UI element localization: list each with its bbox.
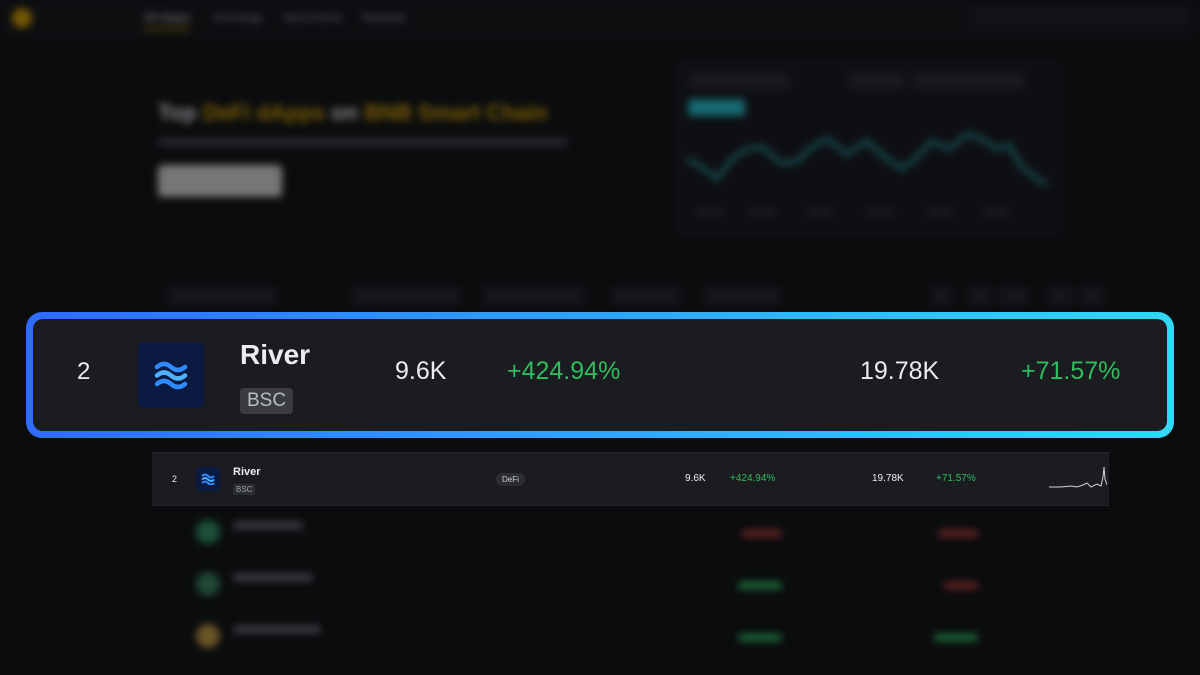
new-listings-toggle[interactable] [612,286,682,306]
users-change: +424.94% [730,473,776,484]
page-title: Top DeFi dApps on BNB Smart Chain [158,100,548,126]
page-subtitle [158,138,568,146]
highlight-users-change: +424.94% [507,357,621,385]
row-rank: 2 [172,474,178,484]
table-row[interactable] [152,506,1109,558]
table-search-input[interactable] [166,286,276,306]
project-name [233,626,321,633]
highlight-rank: 2 [77,358,91,385]
overview-chart-card: ▆▆▆▆ [676,62,1062,234]
x-tick [867,209,893,215]
nav-rewards[interactable]: Rewards [362,12,406,24]
chain-select[interactable] [352,286,460,306]
highlight-transactions-change: +71.57% [1021,357,1121,385]
period-toggle[interactable] [913,73,1025,89]
nav-all-dapps[interactable]: All dApps [144,12,191,30]
table-filters [156,284,1106,308]
brand-logo-icon [12,8,32,28]
x-tick [697,209,723,215]
x-tick [983,209,1009,215]
project-icon [196,520,220,544]
users-change [738,634,782,641]
trend-sparkline [1049,466,1107,488]
project-icon [196,572,220,596]
view-list-toggle[interactable] [1046,286,1074,306]
highlight-row[interactable]: 2 River BSC 9.6K +424.94% 19.78K +71.57% [33,319,1167,431]
project-name[interactable]: River [233,466,261,478]
highlight-users-value: 9.6K [395,357,447,385]
title-middle: on [331,100,359,125]
chain-badge: BSC [233,484,256,495]
metric-dropdown[interactable] [689,73,789,89]
title-highlight-dapps: DeFi dApps [202,100,326,125]
transactions-value: 19.78K [872,473,904,484]
category-select[interactable] [482,286,586,306]
view-grid-toggle[interactable] [1080,286,1104,306]
highlight-project-name[interactable]: River [240,339,311,370]
table-row[interactable] [152,610,1109,662]
project-icon [196,624,220,648]
project-name [233,574,313,581]
highlight-callout: 2 River BSC 9.6K +424.94% 19.78K +71.57% [26,312,1174,438]
period-24h[interactable] [930,286,954,306]
x-tick [927,209,953,215]
trending-toggle[interactable] [704,286,780,306]
submit-dapp-button[interactable] [158,165,282,197]
table-row[interactable]: 2 River BSC DeFi 9.6K +424.94% 19.78K +7… [152,452,1109,506]
period-30d[interactable] [998,286,1028,306]
users-change [742,530,782,537]
transactions-change: +71.57% [936,473,976,484]
x-tick [807,209,833,215]
tx-change [944,582,978,589]
table-row[interactable] [152,558,1109,610]
range-toggle[interactable] [849,73,905,89]
river-wave-icon [196,467,220,491]
title-highlight-chain: BNB Smart Chain [364,100,548,125]
tx-change [938,530,978,537]
top-navigation: All dApps Exchange Best Events Rewards [0,0,1200,36]
search-input[interactable] [968,6,1188,28]
users-value: 9.6K [685,473,706,484]
nav-best-events[interactable]: Best Events [284,12,343,24]
highlight-transactions-value: 19.78K [860,357,940,385]
project-name [233,522,303,529]
river-wave-icon [138,342,204,408]
overview-line-chart [687,131,1049,187]
category-badge: DeFi [496,473,525,486]
chart-current-value: ▆▆▆▆ [689,95,745,115]
nav-exchange[interactable]: Exchange [214,12,263,24]
highlight-chain-badge: BSC [240,388,294,414]
users-change [738,582,782,589]
period-7d[interactable] [968,286,992,306]
tx-change [934,634,978,641]
title-prefix: Top [158,100,197,125]
x-tick [749,209,775,215]
